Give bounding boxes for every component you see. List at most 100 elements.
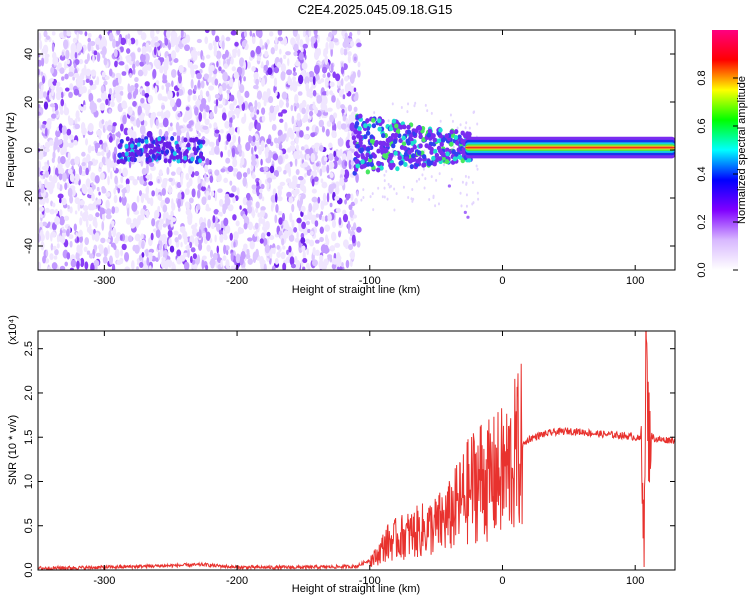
spectrogram-cell (467, 131, 472, 137)
spectrogram-cell (177, 198, 181, 209)
spectrogram-cell (70, 45, 74, 54)
spectrogram-cell (239, 103, 243, 112)
spectrogram-cell (222, 204, 227, 215)
spectrogram-cell (397, 155, 402, 161)
colorbar-tick-label: 0.0 (696, 262, 708, 277)
spectrogram-cell (280, 100, 284, 106)
spectrogram-cell (136, 141, 141, 147)
spectrogram-cell (44, 127, 48, 137)
spectrogram-cell (190, 78, 194, 89)
spectrogram-cell (300, 146, 305, 151)
spectrogram-cell (194, 238, 199, 247)
spectrogram-cell (327, 72, 331, 78)
spectrogram-cell (414, 101, 417, 105)
spectrogram-cell (284, 153, 289, 160)
spectrogram-cell (197, 51, 201, 56)
spectrogram-cell (68, 142, 74, 148)
spectrogram-cell (237, 143, 242, 153)
spectrogram-cell (303, 134, 310, 140)
spectrogram-cell (49, 253, 54, 261)
spectrogram-cell (61, 76, 65, 81)
spectrogram-cell (177, 112, 182, 118)
spectrogram-cell (387, 119, 390, 123)
spectrogram-cell (253, 71, 259, 80)
spectrogram-cell (289, 212, 293, 223)
spectrogram-cell (193, 150, 198, 156)
spectrogram-cell (354, 159, 359, 165)
spectrogram-cell (113, 187, 116, 195)
spectrogram-cell (309, 76, 314, 83)
spectrogram-cell (146, 209, 150, 219)
x-tick-label: 0 (499, 275, 505, 287)
spectrogram-cell (124, 235, 129, 243)
spectrogram-cell (52, 151, 56, 160)
spectrogram-cell (319, 236, 324, 243)
spectrogram-cell (41, 57, 45, 67)
spectrogram-cell (476, 122, 479, 126)
spectrogram-cell (265, 43, 268, 50)
spectrogram-cell (239, 57, 245, 67)
spectrogram-cell (279, 134, 286, 143)
spectrogram-cell (423, 186, 426, 190)
spectrogram-cell (293, 51, 298, 57)
spectrogram-cell (189, 241, 193, 249)
spectrogram-cell (326, 164, 330, 174)
spectrogram-cell (74, 52, 78, 59)
spectrogram-cell (132, 178, 138, 186)
spectrogram-cell (106, 161, 112, 169)
spectrogram-cell (376, 148, 381, 154)
spectrogram-cell (241, 151, 245, 159)
spectrogram-cell (349, 113, 355, 123)
spectrogram-cell (118, 36, 121, 45)
spectrogram-cell (198, 229, 202, 239)
spectrogram-cell (275, 143, 279, 149)
spectrogram-cell (231, 147, 236, 158)
spectrogram-cell (213, 48, 217, 57)
spectrogram-cell (476, 191, 479, 195)
spectrogram-cell (87, 203, 94, 211)
spectrogram-cell (78, 235, 84, 243)
spectrogram-cell (84, 261, 89, 270)
spectrogram-cell (351, 135, 357, 141)
spectrogram-cell (77, 231, 81, 238)
spectrogram-cell (223, 63, 229, 69)
spectrogram-cell (165, 82, 171, 88)
spectrogram-cell (242, 213, 247, 220)
spectrogram-cell (200, 80, 205, 89)
spectrogram-cell (93, 228, 96, 235)
spectrogram-cell (320, 178, 324, 184)
spectrogram-cell (38, 261, 42, 270)
spectrogram-cell (421, 162, 426, 168)
spectrogram-cell (227, 204, 234, 212)
spectrogram-cell (311, 188, 317, 194)
spectrogram-cell (329, 40, 332, 50)
spectrogram-cell (343, 36, 350, 46)
x-tick-label: -300 (93, 575, 115, 587)
spectrogram-cell (299, 195, 304, 206)
spectrogram-cell (167, 229, 173, 238)
spectrogram-cell (391, 118, 397, 124)
spectrogram-cell (360, 159, 365, 165)
spectrogram-cell (347, 54, 351, 64)
spectrogram-cell (246, 167, 251, 175)
spectrogram-cell (296, 231, 299, 240)
spectrogram-cell (217, 104, 224, 109)
spectrogram-cell (453, 134, 459, 140)
spectrogram-cell (277, 211, 283, 216)
spectrogram-cell (167, 158, 172, 164)
spectrogram-cell (57, 146, 60, 153)
spectrogram-cell (75, 251, 80, 260)
spectrogram-cell (227, 110, 233, 118)
spectrogram-cell (107, 244, 110, 255)
spectrogram-cell (56, 81, 61, 87)
spectrogram-cell (196, 203, 201, 211)
spectrogram-cell (271, 265, 276, 270)
spectrogram-cell (84, 237, 90, 246)
spectrogram-cell (344, 199, 347, 205)
spectrogram-cell (467, 175, 470, 179)
spectrogram-cell (391, 162, 396, 168)
spectrogram-cell (102, 256, 108, 264)
spectrogram-cell (179, 226, 186, 234)
